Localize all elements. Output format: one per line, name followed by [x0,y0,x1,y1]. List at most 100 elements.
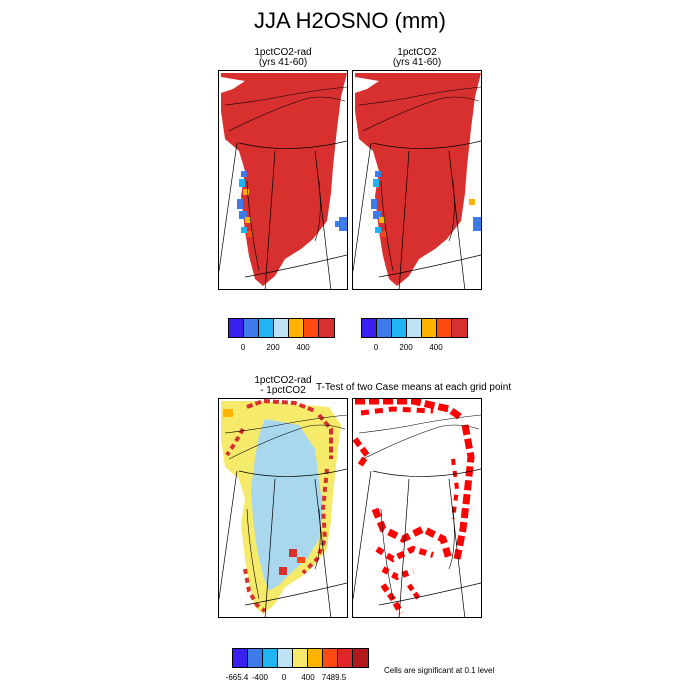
colorbar-swatch [362,319,377,337]
colorbar-swatch [274,319,289,337]
colorbar-swatch [338,649,353,667]
significant-cells [380,583,404,615]
colorbar-tick: -665.4 [225,673,249,682]
coastline [224,414,347,434]
meridian-line [264,150,276,289]
blue-cell [241,227,247,233]
red-cell [289,549,297,557]
blue-cell [373,179,379,187]
colorbar-swatch [407,319,422,337]
colorbar-swatch [319,319,334,337]
colorbar-ticks: -665.4 -400 0 400 7489.5 [226,673,368,685]
orange-cell [243,189,249,195]
colorbar-tick: 0 [240,343,246,352]
meridian-line [353,142,372,272]
blue-cell [375,171,381,177]
colorbar-swatch [377,319,392,337]
blue-cell [375,227,381,233]
coastal-red-cells [243,568,267,613]
latitude-line [244,254,347,278]
panel-title-top-right: 1pctCO2 (yrs 41-60) [352,48,482,68]
coastline [380,180,394,272]
coastline [362,96,480,132]
panel-title-line1: 1pctCO2-rad [254,47,312,58]
significant-cells [360,406,434,416]
colorbar-tick: 200 [266,343,280,352]
meridian-line [398,478,410,617]
colorbar-swatch [353,649,368,667]
latitude-line [372,140,481,149]
meridian-line [314,150,332,289]
near-zero-region [251,419,323,591]
colorbar-ticks: 0 200 400 [361,343,468,355]
significant-cells [353,437,371,469]
blue-cell [371,199,377,209]
coastline [358,414,481,434]
meridian-line [398,150,410,289]
blue-cell [237,199,243,209]
orange-cell [469,199,475,205]
coastline [362,424,480,460]
colorbar-swatch [304,319,319,337]
panel-title-bottom-right: T-Test of two Case means at each grid po… [316,382,512,393]
significant-cells [371,507,453,561]
greenland-snow-map [353,73,481,289]
red-cell [381,231,387,237]
colorbar-tick: 400 [429,343,443,352]
orange-cell [379,217,385,223]
colorbar-swatch [293,649,308,667]
significant-cells [355,399,466,422]
coastline [246,508,260,600]
map-panel-bottom-right [352,398,482,618]
meridian-line [448,150,466,289]
colorbar-bottom [232,648,369,668]
colorbar-swatch [289,319,304,337]
latitude-line [238,140,347,149]
colorbar-swatch [278,649,293,667]
colorbar-top-right [361,318,468,338]
latitude-line [372,468,481,477]
coastline [448,180,455,242]
coast-gap [355,77,379,93]
blue-cell [335,221,341,227]
coastline [448,508,455,570]
colorbar-tick: 400 [301,673,315,682]
blue-cell [339,217,347,231]
latitude-line [238,468,347,477]
colorbar-swatch [229,319,244,337]
significant-cells [451,458,460,520]
panel-title-line2: (yrs 41-60) [392,57,442,68]
blue-cell [239,211,247,219]
panel-title-top-left: 1pctCO2-rad (yrs 41-60) [218,48,348,68]
colorbar-swatch [233,649,248,667]
latitude-line [378,582,481,606]
blue-cell [241,171,247,177]
red-cell [297,557,305,563]
colorbar-swatch [248,649,263,667]
figure-title: JJA H2OSNO (mm) [254,8,446,33]
panel-title-line1: 1pctCO2-rad [254,375,312,386]
coastline [380,508,394,600]
colorbar-swatch [263,649,278,667]
blue-cell [239,179,245,187]
red-cell [247,231,253,237]
colorbar-tick: 0 [281,673,287,682]
meridian-line [353,470,372,600]
coastal-red-cells [246,399,316,413]
map-panel-top-left [218,70,348,290]
significant-cells [375,545,434,563]
greenland-difference-map [219,399,347,617]
meridian-line [219,142,238,272]
greenland-snow-map [219,73,347,289]
significance-note: Cells are significant at 0.1 level [384,666,495,675]
panel-title-line1: 1pctCO2 [397,47,437,58]
colorbar-tick: 0 [373,343,379,352]
colorbar-swatch [308,649,323,667]
colorbar-tick: -400 [251,673,269,682]
panel-title-bottom-left: 1pctCO2-rad - 1pctCO2 [218,376,348,396]
coast-gap [221,77,245,93]
colorbar-swatch [422,319,437,337]
meridian-line [448,478,466,617]
blue-cell [373,211,381,219]
colorbar-ticks: 0 200 400 [228,343,335,355]
